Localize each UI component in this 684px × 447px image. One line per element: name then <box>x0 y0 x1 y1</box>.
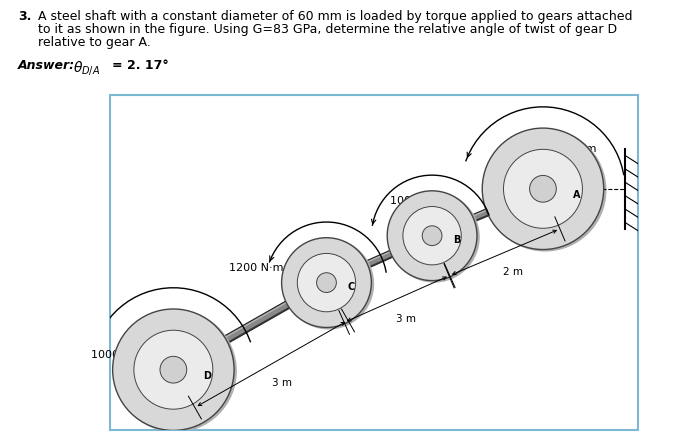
Ellipse shape <box>484 130 606 251</box>
Text: 2 m: 2 m <box>503 267 523 278</box>
Text: C: C <box>347 282 355 292</box>
Polygon shape <box>429 186 546 238</box>
Ellipse shape <box>387 191 477 281</box>
Text: Answer:: Answer: <box>18 59 79 72</box>
Text: D: D <box>202 371 211 381</box>
Text: $\theta_{D/A}$: $\theta_{D/A}$ <box>73 59 101 77</box>
Text: 3 m: 3 m <box>272 378 292 388</box>
Text: 1200 N·m: 1200 N·m <box>229 262 284 273</box>
Text: relative to gear A.: relative to gear A. <box>38 36 150 49</box>
Ellipse shape <box>403 207 461 265</box>
Ellipse shape <box>317 273 337 292</box>
Polygon shape <box>324 233 435 285</box>
Ellipse shape <box>282 238 371 328</box>
Text: = 2. 17°: = 2. 17° <box>112 59 169 72</box>
Bar <box>110 95 638 430</box>
Ellipse shape <box>298 253 356 312</box>
Ellipse shape <box>503 149 583 228</box>
Text: B: B <box>453 235 460 245</box>
Text: A steel shaft with a constant diameter of 60 mm is loaded by torque applied to g: A steel shaft with a constant diameter o… <box>38 10 633 23</box>
Ellipse shape <box>115 310 236 432</box>
Text: 800 N·m: 800 N·m <box>549 144 596 154</box>
Text: A: A <box>573 190 580 200</box>
Ellipse shape <box>134 330 213 409</box>
Text: 1000 N·m: 1000 N·m <box>390 196 445 206</box>
Text: 3 m: 3 m <box>396 314 416 324</box>
Ellipse shape <box>284 239 373 329</box>
Polygon shape <box>170 280 330 372</box>
Ellipse shape <box>482 128 604 249</box>
Ellipse shape <box>422 226 442 245</box>
Ellipse shape <box>113 309 234 430</box>
Ellipse shape <box>160 356 187 383</box>
Ellipse shape <box>389 192 479 282</box>
Text: 1000 N·m: 1000 N·m <box>91 350 146 360</box>
Text: 3.: 3. <box>18 10 31 23</box>
Text: to it as shown in the figure. Using G=83 GPa, determine the relative angle of tw: to it as shown in the figure. Using G=83… <box>38 23 617 36</box>
Ellipse shape <box>529 175 556 202</box>
